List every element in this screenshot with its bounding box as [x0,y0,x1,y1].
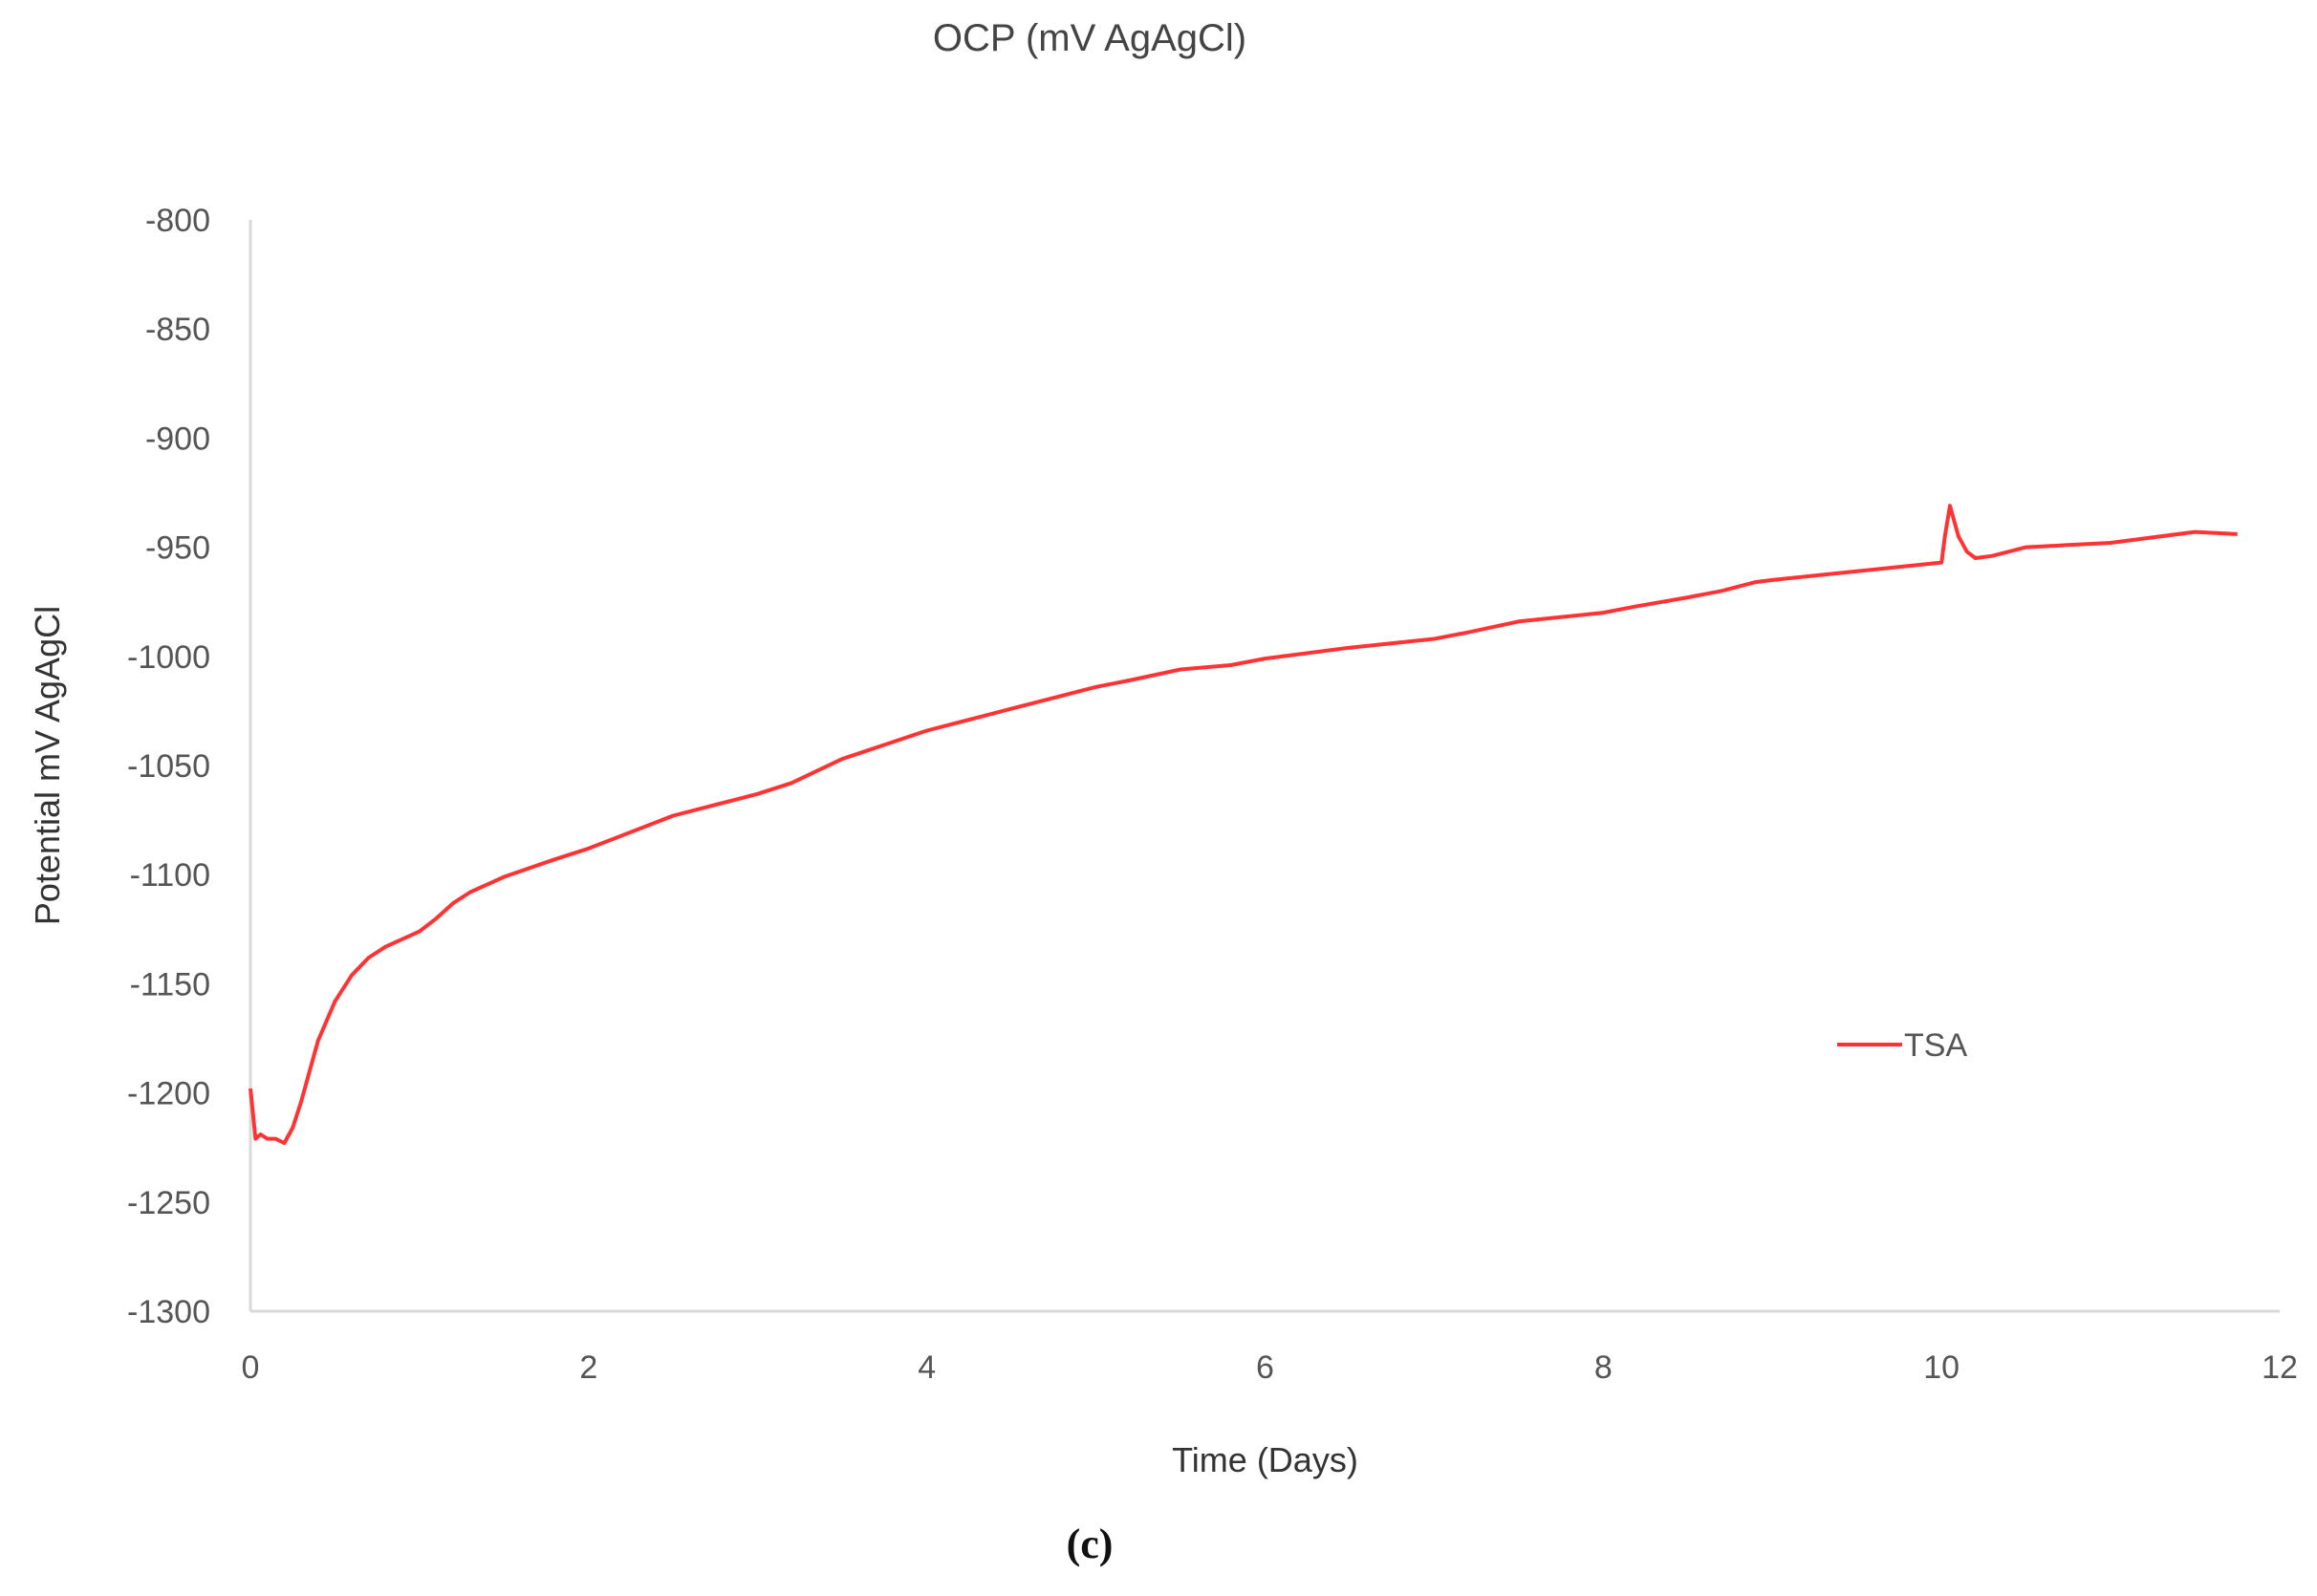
chart-title: OCP (mV AgAgCl) [932,17,1247,59]
x-tick-label: 4 [918,1349,936,1386]
y-tick-label: -1050 [127,748,210,785]
x-tick-label: 8 [1594,1349,1613,1386]
y-tick-label: -1250 [127,1185,210,1221]
figure-caption: (c) [1066,1521,1114,1567]
chart-axes [249,220,2280,1313]
x-tick-label: 10 [1923,1349,1960,1386]
legend-label-tsa: TSA [1904,1027,1967,1064]
legend: TSA [1837,1027,1967,1064]
y-tick-label: -1300 [127,1294,210,1330]
y-tick-label: -1200 [127,1076,210,1112]
y-tick-label: -950 [145,530,210,567]
y-tick-labels: -800 -850 -900 -950 -1000 -1050 -1100 -1150 -120… [127,203,210,1330]
x-tick-label: 12 [2262,1349,2298,1386]
y-tick-label: -1000 [127,639,210,676]
x-tick-label: 6 [1256,1349,1274,1386]
y-axis-label: Potential mV AgAgCl [28,606,67,925]
x-axis-label: Time (Days) [1172,1440,1358,1479]
series-layer [249,504,2238,1146]
x-tick-label: 2 [579,1349,597,1386]
y-tick-label: -1100 [130,857,210,894]
y-tick-label: -1150 [130,966,210,1003]
series-line-tsa [249,504,2238,1146]
x-tick-label: 0 [242,1349,260,1386]
y-tick-label: -850 [145,312,210,348]
y-tick-label: -900 [145,421,210,457]
x-tick-labels: 0 2 4 6 8 10 12 [242,1349,2298,1386]
y-tick-label: -800 [145,203,210,239]
